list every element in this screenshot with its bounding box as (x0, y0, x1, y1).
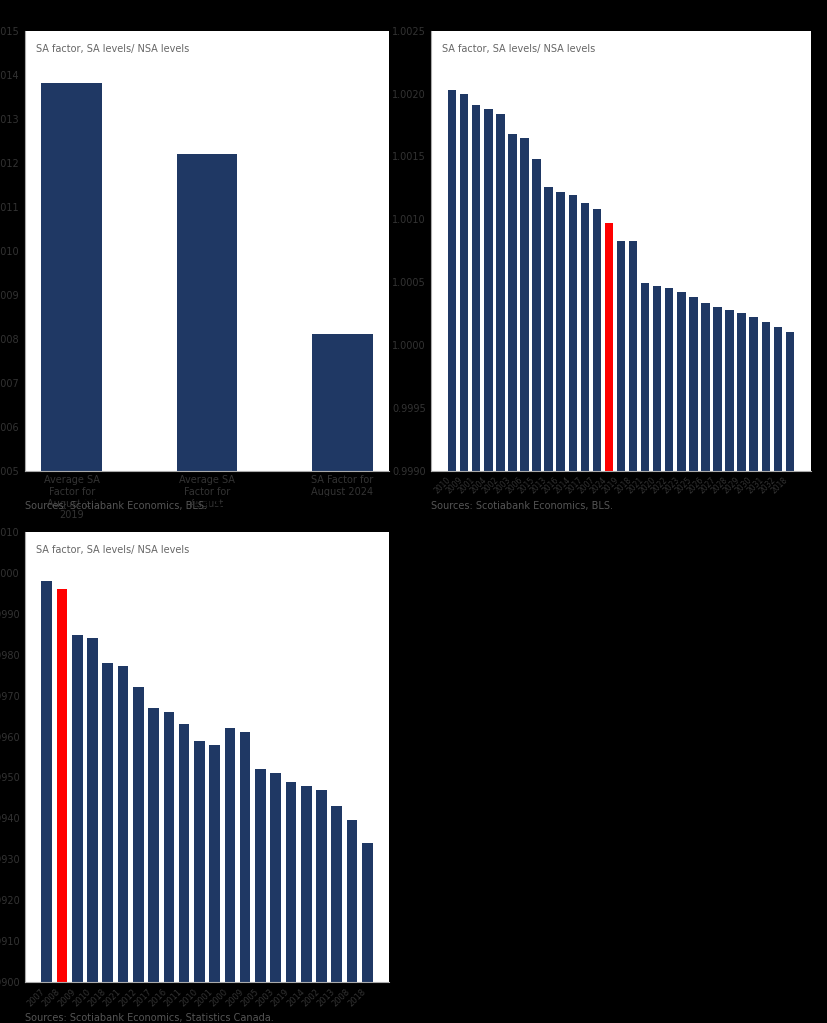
Bar (688, 297, 697, 471)
Bar (459, 93, 468, 471)
Bar (653, 285, 661, 471)
Text: SA factor, SA levels/ NSA levels: SA factor, SA levels/ NSA levels (442, 44, 595, 54)
Bar (712, 307, 721, 471)
Title: US Payrolls Distorted SA Factors: US Payrolls Distorted SA Factors (85, 9, 328, 23)
Bar (592, 209, 600, 471)
Bar (724, 310, 733, 471)
Bar (72, 635, 83, 982)
Bar (87, 638, 98, 982)
Bar (176, 153, 237, 471)
Bar (664, 288, 672, 471)
Bar (568, 195, 576, 471)
Bar (640, 283, 648, 471)
Bar (628, 240, 637, 471)
Bar (700, 304, 709, 471)
Text: Sources: Scotiabank Economics, BLS.: Sources: Scotiabank Economics, BLS. (25, 501, 207, 512)
Bar (194, 741, 204, 982)
Text: Sources: Scotiabank Economics, BLS.: Sources: Scotiabank Economics, BLS. (430, 501, 612, 512)
Bar (270, 773, 280, 982)
Bar (209, 745, 220, 982)
Bar (56, 589, 67, 982)
Bar (117, 666, 128, 982)
Title: Comparing Canada LFS SA Factor for
All Months of September: Comparing Canada LFS SA Factor for All M… (69, 496, 345, 524)
Bar (255, 769, 265, 982)
Bar (495, 114, 504, 471)
Bar (543, 186, 552, 471)
Text: SA factor, SA levels/ NSA levels: SA factor, SA levels/ NSA levels (36, 545, 189, 555)
Bar (347, 820, 357, 982)
Bar (556, 191, 564, 471)
Bar (519, 137, 528, 471)
Bar (148, 708, 159, 982)
Bar (761, 322, 769, 471)
Bar (240, 732, 251, 982)
Bar (331, 806, 342, 982)
Bar (737, 313, 745, 471)
Bar (103, 663, 113, 982)
Bar (508, 134, 516, 471)
Bar (532, 159, 540, 471)
Bar (300, 786, 311, 982)
Bar (133, 687, 144, 982)
Bar (604, 223, 613, 471)
Bar (785, 332, 793, 471)
Bar (580, 203, 588, 471)
Bar (179, 724, 189, 982)
Bar (224, 728, 235, 982)
Text: SA factor, SA levels/ NSA levels: SA factor, SA levels/ NSA levels (36, 44, 189, 54)
Bar (163, 712, 174, 982)
Bar (312, 335, 372, 471)
Bar (616, 240, 624, 471)
Bar (772, 327, 782, 471)
Bar (41, 581, 52, 982)
Title: Comparing US Payroll SA Factor for
All Months of August: Comparing US Payroll SA Factor for All M… (488, 0, 753, 23)
Bar (447, 90, 456, 471)
Text: Sources: Scotiabank Economics, Statistics Canada.: Sources: Scotiabank Economics, Statistic… (25, 1013, 273, 1023)
Bar (748, 317, 757, 471)
Bar (285, 782, 296, 982)
Bar (676, 293, 685, 471)
Bar (484, 108, 492, 471)
Bar (471, 104, 480, 471)
Bar (361, 843, 372, 982)
Bar (41, 84, 102, 471)
Bar (316, 790, 327, 982)
